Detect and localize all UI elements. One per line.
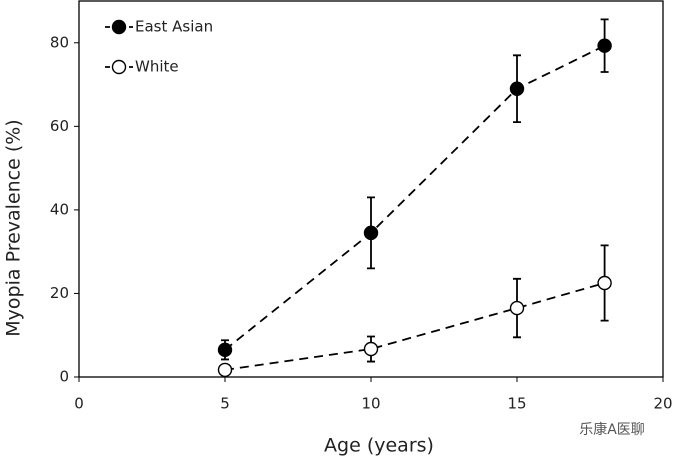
y-axis-title: Myopia Prevalence (%): [3, 119, 25, 336]
x-tick-label: 10: [361, 395, 380, 413]
x-axis-title: Age (years): [324, 435, 434, 457]
data-point: [363, 225, 379, 241]
legend-marker: [111, 59, 127, 75]
y-tick-label: 40: [50, 200, 69, 218]
x-tick-label: 15: [507, 395, 526, 413]
y-tick-label: 20: [50, 284, 69, 302]
x-tick-label: 0: [74, 395, 84, 413]
data-point: [509, 300, 525, 316]
data-point: [509, 81, 525, 96]
data-point: [597, 275, 612, 291]
y-tick-label: 0: [59, 368, 69, 386]
legend-label: White: [135, 58, 179, 76]
legend-label: East Asian: [135, 18, 213, 36]
data-point: [363, 341, 379, 357]
x-tick-label: 5: [220, 395, 230, 413]
y-tick-label: 60: [50, 117, 69, 135]
x-tick-label: 20: [653, 395, 672, 413]
legend-marker: [111, 19, 127, 35]
data-point: [597, 38, 612, 53]
series-line: [224, 44, 605, 351]
data-point: [217, 362, 233, 378]
y-tick-label: 80: [50, 33, 69, 51]
watermark: 乐康A医聊: [579, 421, 645, 438]
data-point: [217, 342, 233, 358]
